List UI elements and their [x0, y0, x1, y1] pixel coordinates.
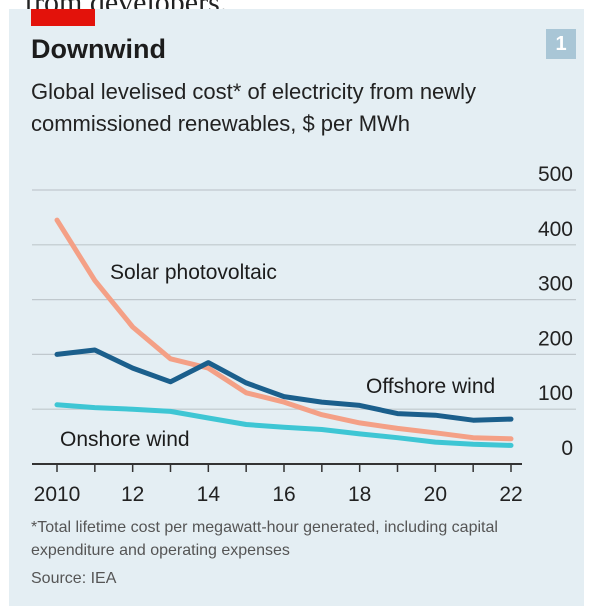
x-tick-label: 12 [121, 483, 144, 506]
y-tick-label: 400 [538, 218, 573, 241]
chart-number-badge: 1 [546, 29, 576, 59]
x-tick-label: 2010 [34, 483, 81, 506]
x-tick-label: 18 [348, 483, 371, 506]
chart-source: Source: IEA [31, 570, 117, 587]
x-tick-label: 20 [424, 483, 447, 506]
chart-panel: Downwind Global levelised cost* of elect… [9, 9, 584, 606]
brand-red-tag [31, 9, 95, 26]
series-label: Onshore wind [60, 428, 190, 451]
x-tick-label: 16 [272, 483, 295, 506]
series-line [54, 347, 514, 423]
y-tick-label: 100 [538, 382, 573, 405]
y-tick-label: 200 [538, 327, 573, 350]
series-label: Solar photovoltaic [110, 261, 277, 284]
x-tick-label: 14 [197, 483, 221, 506]
chart-subtitle: Global levelised cost* of electricity fr… [31, 79, 477, 136]
series-label: Offshore wind [366, 375, 495, 398]
y-tick-label: 500 [538, 163, 573, 186]
chart-title: Downwind [31, 34, 166, 64]
x-tick-label: 22 [499, 483, 522, 506]
y-tick-label: 300 [538, 273, 573, 296]
y-tick-label: 0 [561, 437, 573, 460]
series-line [54, 217, 514, 442]
series-line [54, 402, 514, 448]
chart-footnote: *Total lifetime cost per megawatt-hour g… [31, 519, 498, 559]
